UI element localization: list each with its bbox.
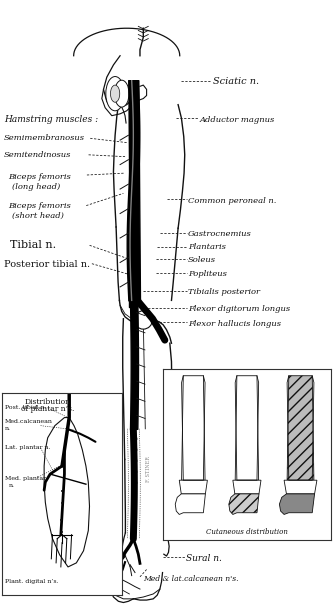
Text: Adductor magnus: Adductor magnus — [200, 116, 275, 124]
Text: Sural n.: Sural n. — [186, 554, 222, 563]
Text: Popliteus: Popliteus — [188, 270, 227, 278]
Text: Gastrocnemius: Gastrocnemius — [188, 230, 252, 238]
Text: Biceps femoris: Biceps femoris — [8, 173, 71, 181]
Text: Biceps femoris: Biceps femoris — [8, 202, 71, 210]
Text: (long head): (long head) — [12, 183, 61, 191]
Text: Posterior tibial n.: Posterior tibial n. — [4, 261, 90, 269]
Text: Hamstring muscles :: Hamstring muscles : — [4, 115, 98, 124]
Ellipse shape — [134, 311, 153, 329]
Text: Semitendinosus: Semitendinosus — [4, 151, 71, 159]
Circle shape — [115, 80, 129, 107]
Text: Med.& lat.calcanean n's.: Med.& lat.calcanean n's. — [143, 574, 239, 583]
Text: Soleus: Soleus — [188, 256, 216, 264]
Text: (short head): (short head) — [12, 212, 64, 220]
Text: Semimembranosus: Semimembranosus — [4, 134, 85, 142]
Text: Flexor digitorum longus: Flexor digitorum longus — [188, 305, 290, 313]
Text: Flexor hallucis longus: Flexor hallucis longus — [188, 320, 281, 328]
Text: Plantaris: Plantaris — [188, 243, 226, 251]
Text: Common peroneal n.: Common peroneal n. — [188, 197, 276, 205]
Text: Tibial n.: Tibial n. — [10, 240, 56, 250]
Text: Tibialis posterior: Tibialis posterior — [188, 288, 260, 296]
Circle shape — [111, 85, 120, 102]
Circle shape — [106, 77, 125, 111]
Text: Sciatic n.: Sciatic n. — [213, 77, 259, 86]
Text: F. STINER: F. STINER — [146, 455, 151, 482]
